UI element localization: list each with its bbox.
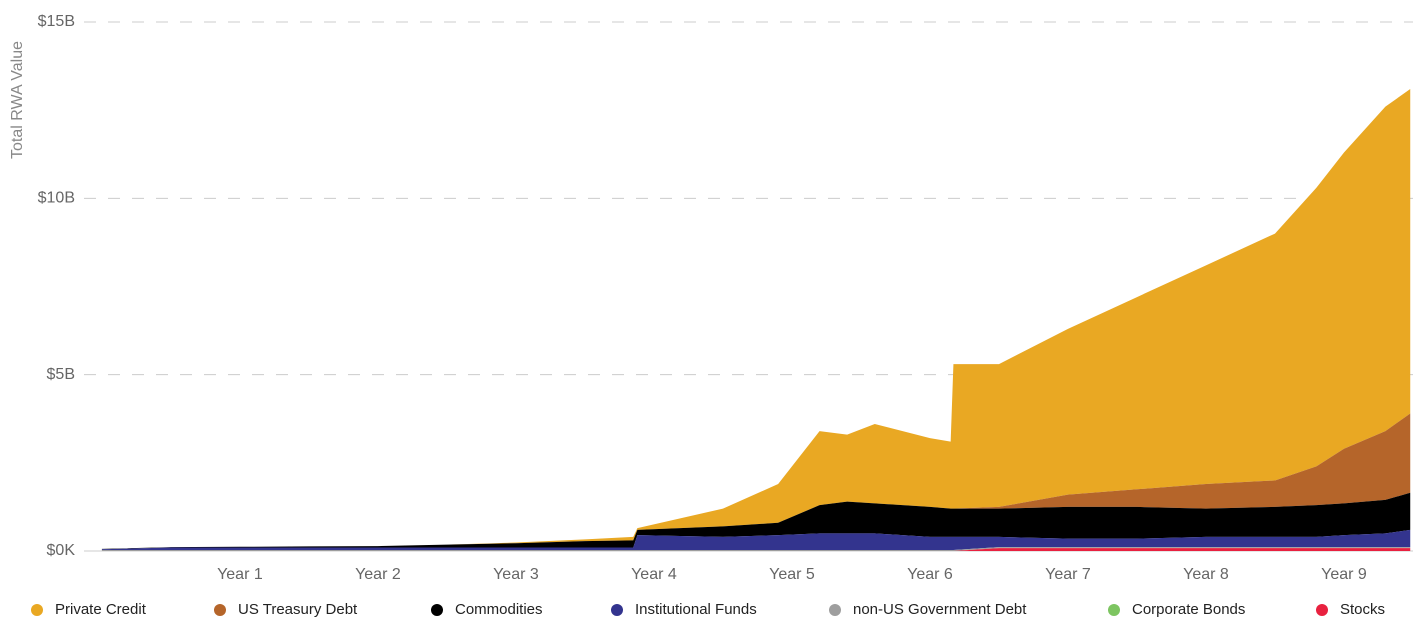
legend-label: Institutional Funds xyxy=(635,601,757,618)
y-tick-label: $15B xyxy=(38,13,75,30)
legend-label: Private Credit xyxy=(55,601,147,618)
x-tick-label: Year 2 xyxy=(355,566,401,583)
legend-label: Commodities xyxy=(455,601,543,618)
x-tick-label: Year 8 xyxy=(1183,566,1229,583)
legend-item: US Treasury Debt xyxy=(214,601,358,618)
legend-swatch xyxy=(1108,604,1120,616)
legend-swatch xyxy=(31,604,43,616)
legend-label: US Treasury Debt xyxy=(238,601,358,618)
y-tick-label: $0K xyxy=(47,542,76,559)
x-tick-label: Year 7 xyxy=(1045,566,1091,583)
legend-item: Private Credit xyxy=(31,601,147,618)
legend-swatch xyxy=(214,604,226,616)
legend-swatch xyxy=(1316,604,1328,616)
x-tick-label: Year 3 xyxy=(493,566,539,583)
area xyxy=(101,492,1411,550)
legend-label: non-US Government Debt xyxy=(853,601,1027,618)
legend-item: Stocks xyxy=(1316,601,1385,618)
x-tick-label: Year 4 xyxy=(631,566,677,583)
legend-swatch xyxy=(431,604,443,616)
y-tick-label: $5B xyxy=(47,366,75,383)
x-tick-label: Year 9 xyxy=(1321,566,1367,583)
legend-item: non-US Government Debt xyxy=(829,601,1027,618)
legend-item: Institutional Funds xyxy=(611,601,757,618)
x-tick-label: Year 6 xyxy=(907,566,953,583)
legend-label: Stocks xyxy=(1340,601,1385,618)
legend-swatch xyxy=(829,604,841,616)
x-tick-label: Year 5 xyxy=(769,566,815,583)
area xyxy=(101,529,1411,550)
legend-swatch xyxy=(611,604,623,616)
legend-label: Corporate Bonds xyxy=(1132,601,1245,618)
y-axis-label: Total RWA Value xyxy=(9,41,26,159)
area xyxy=(101,547,1411,551)
legend-item: Corporate Bonds xyxy=(1108,601,1245,618)
area xyxy=(101,89,1411,549)
legend-item: Commodities xyxy=(431,601,543,618)
x-tick-label: Year 1 xyxy=(217,566,263,583)
area xyxy=(101,548,1411,551)
y-tick-label: $10B xyxy=(38,190,75,207)
